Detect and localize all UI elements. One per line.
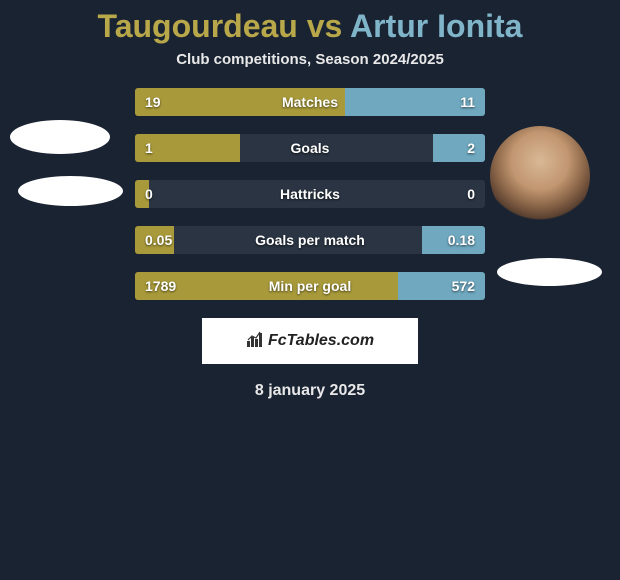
- bar-label: Goals: [135, 134, 485, 162]
- comparison-title: Taugourdeau vs Artur Ionita: [0, 0, 620, 51]
- bar-label: Matches: [135, 88, 485, 116]
- logo-box: FcTables.com: [202, 318, 418, 364]
- bar-chart-icon: [246, 330, 264, 353]
- bar-row: 1911Matches: [135, 88, 485, 116]
- player2-name: Artur Ionita: [350, 8, 522, 44]
- bar-label: Goals per match: [135, 226, 485, 254]
- comparison-bars: 1911Matches 12Goals 00Hattricks 0.050.18Goa…: [135, 88, 485, 300]
- bar-row: 12Goals: [135, 134, 485, 162]
- bar-row: 0.050.18Goals per match: [135, 226, 485, 254]
- vs-text: vs: [307, 8, 343, 44]
- player2-avatar: [490, 126, 590, 226]
- subtitle: Club competitions, Season 2024/2025: [0, 51, 620, 88]
- logo-text: FcTables.com: [268, 332, 374, 350]
- player2-shadow: [497, 258, 602, 286]
- date-text: 8 january 2025: [0, 382, 620, 400]
- player1-shadow: [18, 176, 123, 206]
- player1-avatar-placeholder: [10, 120, 110, 154]
- bar-row: 1789572Min per goal: [135, 272, 485, 300]
- bar-row: 00Hattricks: [135, 180, 485, 208]
- bar-label: Min per goal: [135, 272, 485, 300]
- bar-label: Hattricks: [135, 180, 485, 208]
- player1-name: Taugourdeau: [98, 8, 298, 44]
